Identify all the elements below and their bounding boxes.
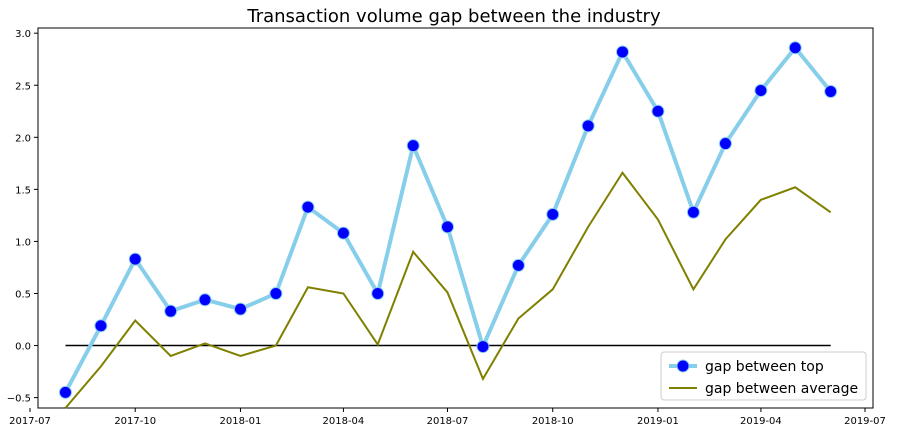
x-tick-label: 2018-07 [427, 416, 469, 427]
data-point-gap-between-top [718, 137, 732, 151]
data-point-gap-between-top [651, 104, 665, 118]
data-point-gap-between-top [686, 205, 700, 219]
y-tick-label: 0.5 [15, 289, 31, 300]
y-tick-label: 3.0 [15, 29, 31, 40]
series-line-gap-between-average [64, 170, 832, 409]
legend-box [660, 351, 867, 401]
y-tick-label: 0.0 [15, 342, 31, 353]
data-point-gap-between-top [546, 207, 560, 221]
data-point-gap-between-top [476, 340, 490, 354]
y-tick-label: 1.0 [15, 237, 31, 248]
data-point-gap-between-top [754, 83, 768, 97]
x-tick-label: 2019-04 [740, 416, 782, 427]
legend: gap between top gap between average [660, 351, 867, 401]
data-point-gap-between-top [371, 286, 385, 300]
y-tick-label: −0.5 [7, 394, 31, 405]
x-tick-label: 2019-07 [844, 416, 886, 427]
data-point-gap-between-top [440, 220, 454, 234]
y-tick-label: 1.5 [15, 185, 31, 196]
series-line-gap-between-top [63, 45, 833, 394]
data-point-gap-between-top [406, 139, 420, 153]
data-point-gap-between-top [233, 302, 247, 316]
legend-marker-gap-between-top [676, 359, 690, 373]
x-tick-label: 2018-04 [323, 416, 365, 427]
data-point-gap-between-top [301, 200, 315, 214]
y-tick-label: 2.5 [15, 81, 31, 92]
y-tick-label: 2.0 [15, 133, 31, 144]
data-point-gap-between-top [336, 226, 350, 240]
x-tick-label: 2019-01 [637, 416, 679, 427]
x-tick-label: 2018-01 [220, 416, 262, 427]
data-point-gap-between-top [824, 85, 838, 99]
legend-label-gap-between-top: gap between top [705, 359, 824, 375]
data-point-gap-between-top [128, 252, 142, 266]
data-point-gap-between-top [788, 41, 802, 55]
data-point-gap-between-top [581, 119, 595, 133]
data-point-gap-between-top [269, 286, 283, 300]
x-tick-label: 2017-07 [9, 416, 51, 427]
data-point-gap-between-top [616, 45, 629, 59]
data-point-gap-between-top [164, 304, 178, 318]
plot-frame [37, 27, 874, 409]
data-point-gap-between-top [58, 385, 72, 399]
data-point-gap-between-top [198, 293, 212, 307]
data-point-gap-between-top [94, 319, 108, 333]
legend-label-gap-between-average: gap between average [705, 381, 858, 397]
chart-title: Transaction volume gap between the indus… [246, 6, 661, 27]
x-tick-label: 2017-10 [114, 416, 156, 427]
x-tick-label: 2018-10 [532, 416, 574, 427]
data-point-gap-between-top [511, 258, 525, 272]
